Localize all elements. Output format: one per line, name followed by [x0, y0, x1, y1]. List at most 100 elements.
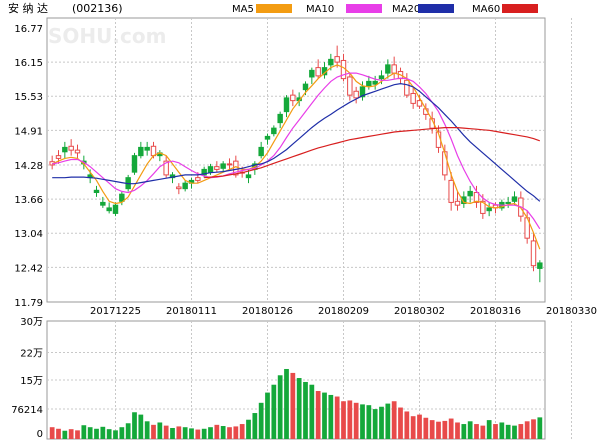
volume-bar [372, 409, 378, 439]
candle-body [112, 204, 119, 214]
candle-body [385, 64, 391, 74]
chart-header: 安 纳 达 (002136) MA5 MA10 MA20 MA60 [8, 1, 538, 15]
candle-body [55, 155, 62, 159]
volume-bar [499, 422, 505, 439]
volume-bar [524, 421, 530, 439]
candle-body [144, 146, 150, 151]
date-tick-label: 20171225 [90, 306, 141, 317]
volume-bar [385, 403, 391, 439]
volume-bar [366, 405, 372, 439]
candle-body [214, 166, 220, 170]
volume-bar [56, 428, 61, 439]
date-tick-label: 20180209 [318, 306, 369, 317]
candle-body [74, 149, 81, 154]
volume-bar [151, 424, 156, 439]
volume-bar [505, 424, 511, 439]
volume-bar [277, 375, 283, 439]
volume-bar [467, 421, 473, 439]
volume-bar [328, 394, 334, 439]
volume-bar [94, 428, 99, 439]
volume-tick-label: 22万 [20, 348, 43, 359]
candle-body [119, 193, 125, 202]
candle-body [391, 64, 397, 74]
volume-bar [455, 422, 460, 439]
candle-body [328, 58, 334, 66]
volume-bar [265, 392, 270, 439]
candle-body [467, 190, 473, 197]
candle-body [106, 207, 112, 212]
volume-bar [474, 424, 479, 439]
volume-bar [189, 428, 194, 439]
volume-bar [296, 378, 302, 439]
date-tick-label: 20180302 [394, 306, 445, 317]
volume-bar [106, 429, 112, 439]
candle-body [309, 69, 315, 78]
volume-bar [138, 414, 144, 439]
price-tick-label: 13.04 [14, 229, 43, 240]
volume-bar [334, 396, 340, 439]
price-panel [46, 17, 546, 303]
price-tick-label: 11.79 [14, 298, 43, 309]
candle-body [182, 182, 188, 190]
candle-body [505, 201, 511, 205]
price-tick-label: 13.66 [14, 195, 43, 206]
price-tick-label: 15.53 [14, 92, 43, 103]
volume-bar [303, 381, 308, 439]
candle-body [442, 151, 448, 176]
candle-body [448, 179, 454, 203]
candle-body [347, 76, 353, 96]
volume-bar [461, 424, 467, 439]
volume-tick-label: 76214 [11, 405, 43, 416]
candle-body [353, 90, 359, 99]
volume-bar [486, 420, 492, 439]
candle-body [258, 146, 264, 157]
candle-body [201, 168, 207, 176]
candle-body [530, 240, 537, 267]
volume-bar [49, 427, 55, 439]
volume-bar [290, 372, 296, 439]
candle-body [486, 207, 492, 212]
volume-bar [227, 427, 232, 439]
legend-label-ma5: MA5 [232, 4, 254, 15]
volume-tick-label: 30万 [20, 317, 43, 328]
candle-body [68, 145, 74, 151]
moving-average-lines [51, 64, 541, 250]
candle-body [220, 163, 226, 169]
legend-swatch-ma60 [502, 4, 538, 13]
volume-bar [404, 411, 410, 439]
volume-bar [537, 417, 543, 439]
volume-bar [347, 400, 353, 439]
volume-bar [87, 427, 93, 439]
candle-body [207, 166, 214, 173]
volume-bar [81, 425, 87, 439]
legend-label-ma60: MA60 [472, 4, 500, 15]
volume-bar [379, 406, 384, 439]
ma20-line [52, 82, 541, 202]
candle-body [163, 160, 169, 176]
volume-bar [410, 416, 416, 439]
volume-bars [49, 368, 543, 439]
volume-bar [125, 423, 131, 439]
volume-bar [119, 427, 125, 439]
volume-bar [170, 427, 175, 439]
volume-bar [360, 404, 365, 439]
volume-bar [163, 425, 169, 439]
candle-body [277, 113, 283, 124]
date-axis: 20171225 20180111 20180126 20180209 20180302… [90, 306, 597, 317]
price-tick-label: 14.28 [14, 161, 43, 172]
candle-body [271, 127, 277, 135]
volume-bar [284, 368, 289, 439]
date-tick-label: 20180111 [166, 306, 217, 317]
candle-body [404, 79, 410, 96]
volume-bar [100, 426, 106, 439]
price-tick-label: 16.77 [14, 24, 43, 35]
volume-bar [201, 428, 207, 439]
volume-bar [315, 391, 321, 439]
watermark: SOHU.com [48, 24, 166, 48]
candle-body [195, 177, 201, 181]
candle-body [511, 196, 518, 202]
volume-bar [518, 424, 524, 439]
volume-bar [75, 430, 80, 439]
volume-bar [423, 417, 429, 439]
